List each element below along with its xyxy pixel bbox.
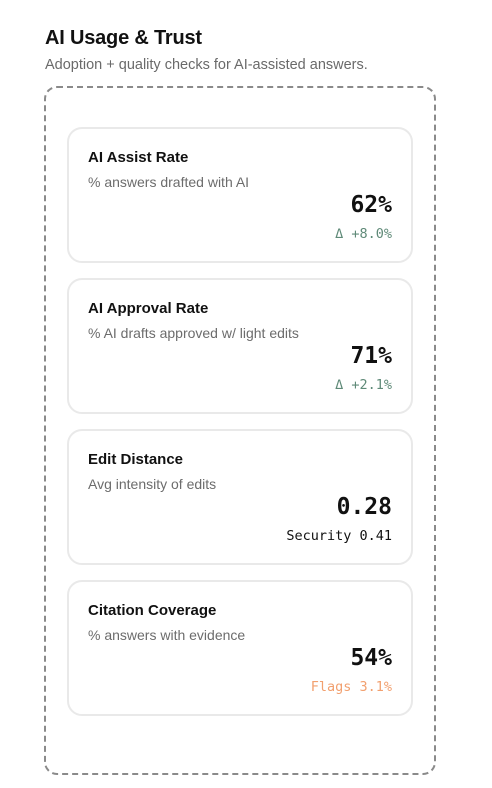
metric-card-ai-approval-rate: AI Approval Rate % AI drafts approved w/…: [67, 278, 413, 414]
metric-description: % answers drafted with AI: [88, 174, 250, 190]
metric-value: 71%: [350, 343, 392, 369]
metric-description: % AI drafts approved w/ light edits: [88, 325, 299, 341]
page-subtitle: Adoption + quality checks for AI-assiste…: [45, 57, 368, 73]
metric-title: AI Assist Rate: [88, 149, 189, 166]
metric-title: Edit Distance: [88, 451, 184, 468]
metric-title: Citation Coverage: [88, 602, 217, 619]
page-title: AI Usage & Trust: [45, 27, 202, 49]
metric-flags: Flags 3.1%: [310, 679, 392, 695]
metrics-panel: [44, 86, 436, 775]
metric-value: 0.28: [336, 494, 392, 520]
page-header: AI Usage & Trust Adoption + quality chec…: [45, 26, 465, 74]
metric-card-edit-distance: Edit Distance Avg intensity of edits 0.2…: [67, 429, 413, 565]
metric-delta: Δ +8.0%: [335, 226, 392, 242]
metric-description: Avg intensity of edits: [88, 476, 217, 492]
metric-description: % answers with evidence: [88, 627, 246, 643]
metric-delta: Δ +2.1%: [335, 377, 392, 393]
metric-card-ai-assist-rate: AI Assist Rate % answers drafted with AI…: [67, 127, 413, 263]
metric-secondary-value: Security 0.41: [286, 528, 392, 544]
metric-card-citation-coverage: Citation Coverage % answers with evidenc…: [67, 580, 413, 716]
metric-title: AI Approval Rate: [88, 300, 209, 317]
metric-value: 62%: [350, 192, 392, 218]
metric-value: 54%: [350, 645, 392, 671]
